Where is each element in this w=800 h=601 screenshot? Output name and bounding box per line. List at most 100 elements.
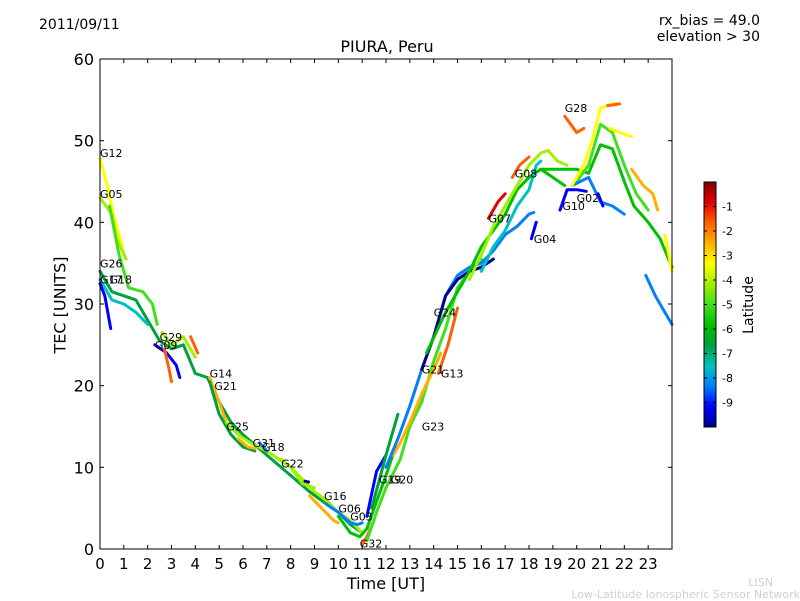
colorbar-tick-label: -8 [722,372,733,385]
sat-label: G18 [262,441,285,454]
sat-label: G21 [214,380,237,393]
y-tick-label: 20 [74,377,94,396]
y-tick-label: 10 [74,458,94,477]
x-tick-label: 0 [95,555,105,573]
rx-bias-label: rx_bias = 49.0 [658,13,760,29]
series-g25 [224,420,316,490]
series-g27 [630,167,660,212]
sat-label: G20 [391,474,414,487]
series-g09 [153,343,182,379]
sat-label: G14 [210,368,233,381]
y-tick-label: 50 [74,132,94,151]
x-tick-label: 4 [191,555,201,573]
sat-label: G29 [160,331,183,344]
y-tick-label: 60 [74,50,94,69]
series-g07b [487,192,507,220]
sat-label: G24 [434,306,457,319]
y-tick-label: 0 [84,540,94,559]
sat-label: G19 [379,474,402,487]
x-tick-layer: 0 1 2 3 4 5 6 7 8 9 10 11 12 13 14 15 16 17 18 19 20 21 22 23 [95,59,658,573]
sat-label: G05 [100,188,123,201]
series-g16 [308,494,340,525]
sat-label: G03 [350,510,373,523]
x-tick-label: 3 [167,555,177,573]
sat-label: G02 [577,192,600,205]
sat-label: G28 [565,102,588,115]
series-layer [98,102,674,547]
x-tick-label: 15 [448,555,467,573]
sat-label: G13 [441,368,464,381]
x-tick-label: 6 [238,555,248,573]
sat-label: G23 [422,421,445,434]
y-tick-label: 30 [74,295,94,314]
colorbar-tick-label: -5 [722,299,733,312]
y-tick-label: 40 [74,213,94,232]
series-g03 [336,445,397,539]
series-g23 [391,351,443,457]
sat-label: G21 [422,363,445,376]
series-g06 [324,502,364,526]
sat-label: G32 [360,537,383,550]
series-g02 [575,122,650,212]
x-tick-label: 7 [262,555,272,573]
series-g28 [563,114,586,134]
elevation-label: elevation > 30 [656,29,760,45]
series-g15 [108,204,159,326]
sat-label: G26 [100,257,123,270]
sat-label: G22 [281,457,304,470]
sat-label: G07 [488,212,511,225]
series-g13 [436,306,459,375]
colorbar-tick-label: -3 [722,250,733,263]
y-tick-layer: 0 10 20 30 40 50 60 [74,50,672,559]
series-g14 [208,376,228,424]
sat-label: G25 [226,421,249,434]
series-g17 [98,278,150,326]
sat-label: G18 [110,274,133,287]
x-tick-label: 17 [496,555,515,573]
x-tick-label: 23 [639,555,658,573]
sat-label: G16 [324,490,347,503]
watermark-long: Low-Latitude Ionospheric Sensor Network [571,588,800,601]
series-g19 [365,453,388,518]
x-tick-label: 5 [214,555,224,573]
x-tick-label: 12 [376,555,395,573]
series-g08 [467,149,569,281]
sat-label-layer: G12G05G26G17G18G29G09G14G21G25G31G18G22G… [100,102,599,550]
sat-label: G06 [338,502,361,515]
colorbar-tick-label: -4 [722,274,733,287]
x-tick-label: 19 [543,555,562,573]
series-g10 [539,143,674,269]
sat-label: G12 [100,147,123,160]
sat-label: G17 [100,274,123,287]
sat-label: G10 [562,200,585,213]
watermark-short: LISN [748,576,773,589]
series-g12 [98,157,126,257]
x-tick-label: 22 [615,555,634,573]
series-g29b [189,335,200,355]
series-g08b [510,155,531,179]
colorbar-tick-label: -6 [722,323,733,336]
series-g30 [162,347,173,384]
x-tick-label: 20 [567,555,586,573]
series-g22 [279,457,364,535]
sat-label: G08 [515,167,538,180]
sat-label: G31 [253,437,276,450]
colorbar-tick-label: -9 [722,397,733,410]
x-tick-label: 8 [286,555,296,573]
series-g04b [529,220,538,241]
colorbar-tick-layer: -1 -2 -3 -4 -5 -6 -7 -8 -9 [704,201,733,410]
series-g18b [258,441,269,453]
series-g27c [663,233,674,273]
date-label: 2011/09/11 [39,17,120,33]
series-g10b [558,188,588,212]
x-tick-label: 14 [424,555,443,573]
x-tick-label: 9 [310,555,320,573]
series-g18 [98,282,113,330]
series-g21 [208,380,257,453]
series-g22b [303,479,310,484]
x-tick-label: 1 [119,555,129,573]
series-g28d [608,126,633,139]
x-tick-label: 21 [591,555,610,573]
x-tick-label: 11 [353,555,372,573]
